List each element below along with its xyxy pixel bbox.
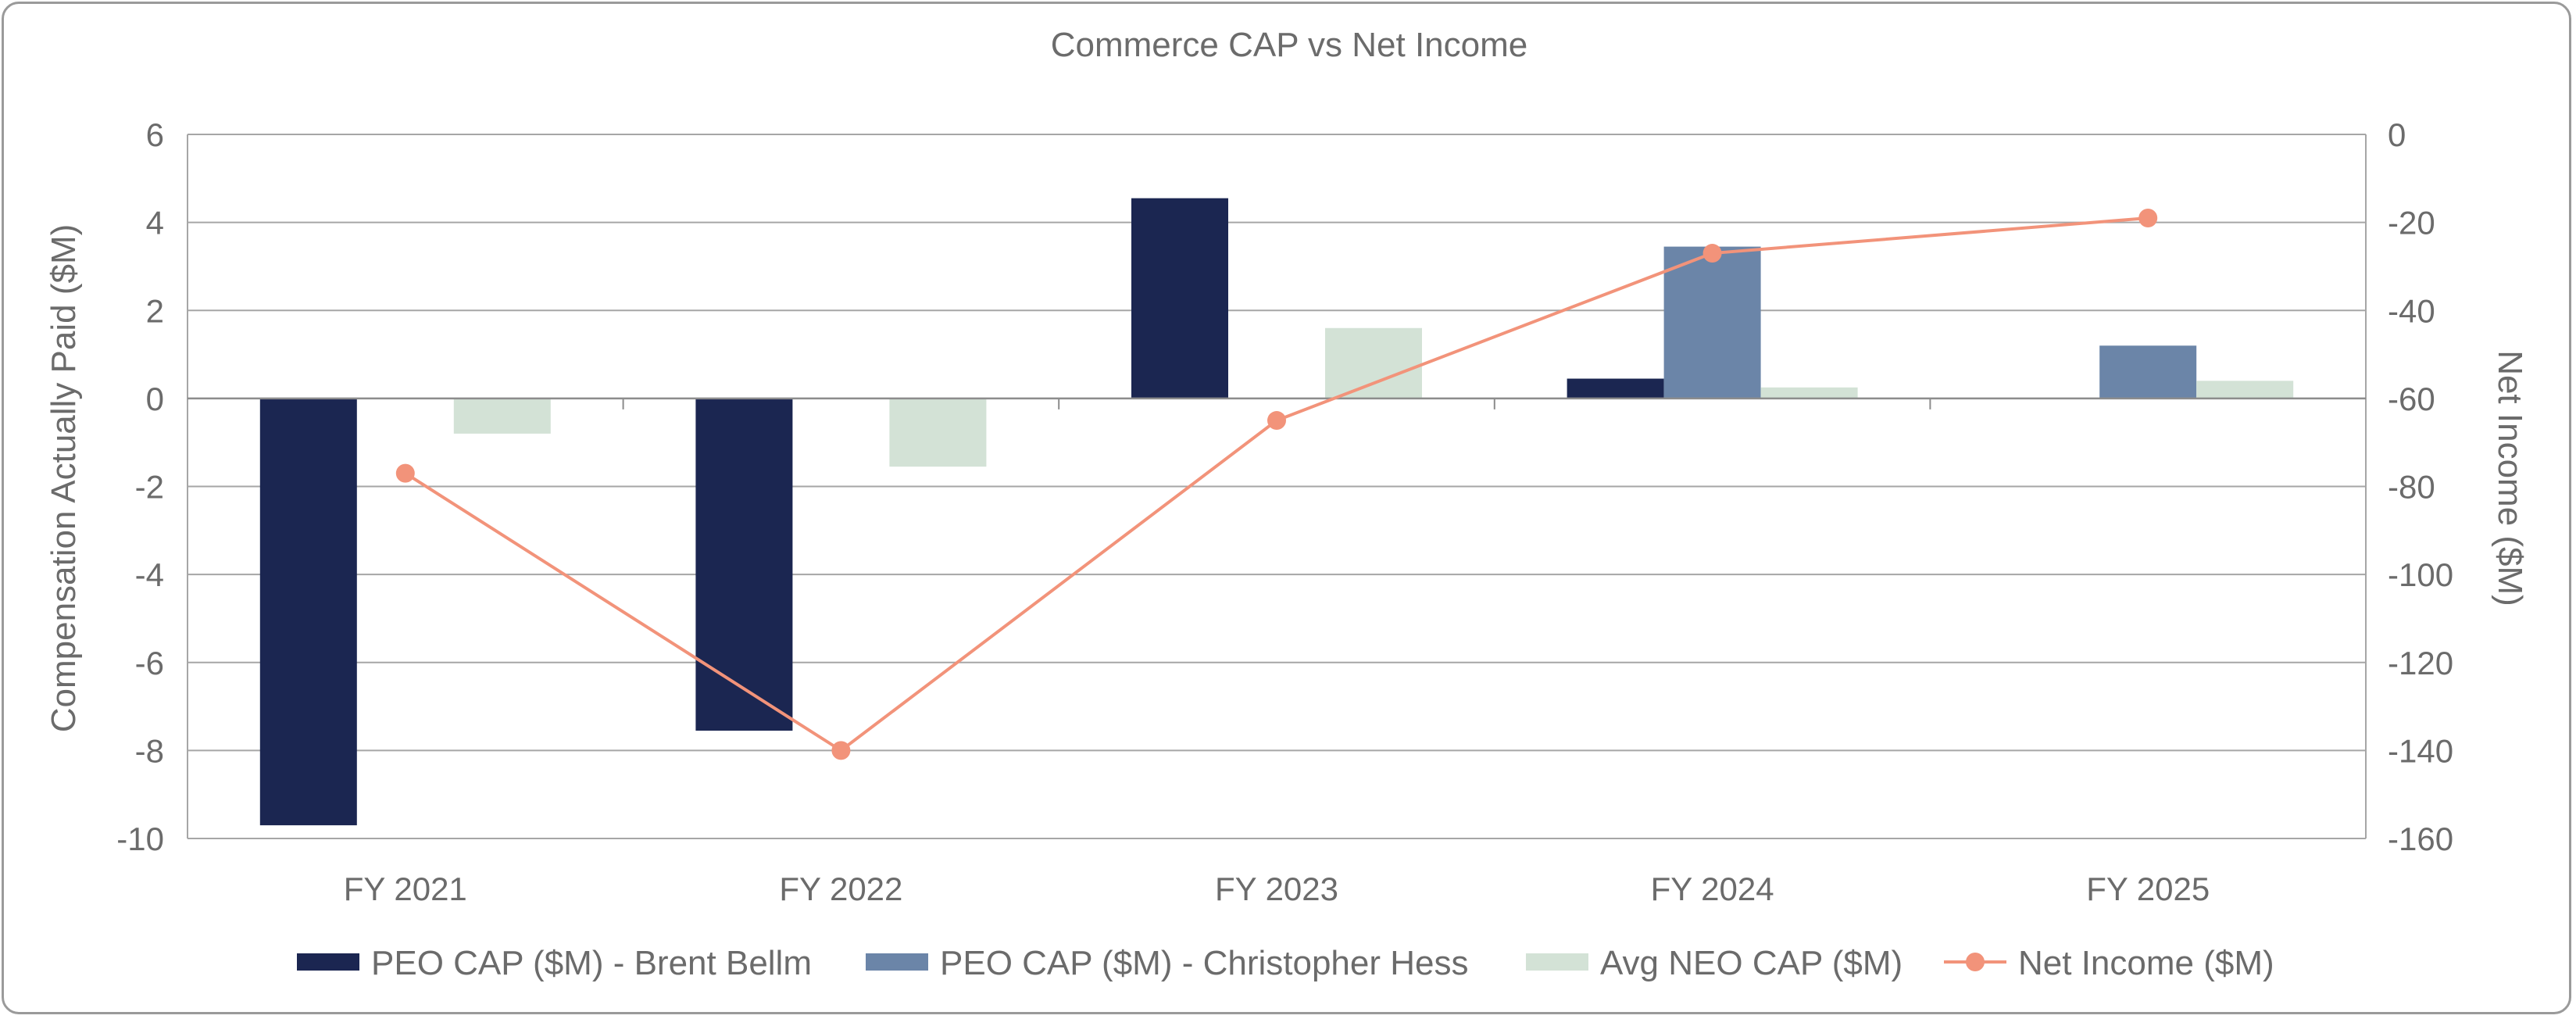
net-income-point: [1267, 411, 1286, 431]
bar: [1663, 246, 1761, 399]
bar: [695, 398, 793, 731]
x-tick-label: FY 2023: [1215, 871, 1338, 907]
y2-tick-label: -160: [2388, 821, 2453, 857]
bar: [1131, 198, 1228, 399]
legend-label: PEO CAP ($M) - Brent Bellm: [371, 944, 812, 982]
y2-axis-label: Net Income ($M): [2491, 350, 2529, 606]
y2-tick-label: -80: [2388, 469, 2435, 506]
y-tick-label: 0: [146, 381, 164, 417]
bar: [889, 398, 987, 467]
y-tick-label: -4: [135, 556, 164, 593]
y-tick-label: -6: [135, 645, 164, 681]
x-tick-label: FY 2024: [1651, 871, 1774, 907]
net-income-series-line: [404, 216, 2149, 753]
y2-tick-label: -60: [2388, 381, 2435, 417]
legend-swatch-marker: [1966, 953, 1985, 971]
legend-label: PEO CAP ($M) - Christopher Hess: [940, 944, 1468, 982]
axes: 6420-2-4-6-8-100-20-40-60-80-100-120-140…: [116, 116, 2453, 907]
net-income-point: [2138, 208, 2158, 227]
y2-tick-label: -140: [2388, 732, 2453, 769]
chart-title: Commerce CAP vs Net Income: [1051, 26, 1527, 64]
y2-tick-label: -40: [2388, 292, 2435, 329]
legend-swatch: [297, 953, 359, 971]
y-tick-label: -10: [116, 821, 164, 857]
net-income-line: [395, 208, 2158, 760]
bar: [2196, 381, 2294, 399]
legend: PEO CAP ($M) - Brent Bellm PEO CAP ($M) -…: [297, 944, 2274, 982]
bars: [259, 198, 2294, 826]
legend-swatch: [1526, 953, 1588, 971]
y2-tick-label: 0: [2388, 116, 2406, 153]
legend-label: Net Income ($M): [2018, 944, 2274, 982]
y-tick-label: 6: [146, 116, 164, 153]
y2-tick-label: -100: [2388, 556, 2453, 593]
y-tick-label: -8: [135, 732, 164, 769]
bar: [259, 398, 357, 826]
net-income-point: [1702, 244, 1722, 263]
y-tick-label: 4: [146, 205, 164, 241]
x-tick-label: FY 2022: [779, 871, 902, 907]
legend-swatch: [866, 953, 928, 971]
net-income-point: [831, 741, 851, 760]
x-tick-label: FY 2021: [344, 871, 467, 907]
bar: [2099, 345, 2197, 399]
y-tick-label: 2: [146, 292, 164, 329]
bar: [1325, 327, 1422, 399]
y-tick-label: -2: [135, 469, 164, 506]
net-income-point: [395, 463, 415, 483]
y2-tick-label: -20: [2388, 205, 2435, 241]
y2-tick-label: -120: [2388, 645, 2453, 681]
legend-label: Avg NEO CAP ($M): [1600, 944, 1903, 982]
bar: [1567, 378, 1664, 399]
x-tick-label: FY 2025: [2086, 871, 2210, 907]
y-axis-label: Compensation Actually Paid ($M): [45, 224, 83, 733]
bar: [1760, 387, 1858, 399]
bar: [453, 398, 551, 434]
gridlines: [188, 134, 2366, 839]
